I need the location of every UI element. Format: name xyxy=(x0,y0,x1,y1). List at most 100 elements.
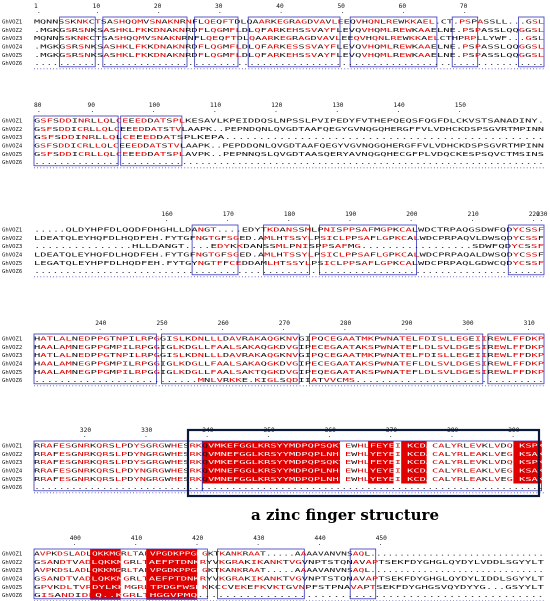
ruler-tick: . xyxy=(471,216,475,223)
ruler-tick: . xyxy=(213,107,217,114)
ruler-tick: . xyxy=(279,8,283,15)
sequence-name: GhVOZ2 xyxy=(2,28,22,34)
ruler-label: 120 xyxy=(271,102,282,109)
ruler-tick: . xyxy=(343,325,347,332)
sequence-name: GhVOZ5 xyxy=(2,152,22,158)
similarity-frame xyxy=(507,224,545,276)
ruler-label: 140 xyxy=(394,102,405,109)
ruler-label: 40 xyxy=(276,3,284,10)
similarity-frame xyxy=(59,16,96,68)
similarity-frame xyxy=(161,333,300,385)
ruler-tick: . xyxy=(287,216,291,223)
ruler-tick: . xyxy=(165,216,169,223)
ruler-tick: . xyxy=(282,325,286,332)
ruler-tick: . xyxy=(83,432,87,439)
sequence-name: GhVOZ5 xyxy=(2,53,22,59)
ruler-label: 100 xyxy=(149,102,160,109)
ruler-tick: . xyxy=(267,432,271,439)
alignment-block: 160.170.180.190.200.210.220.230.GhVOZ1..… xyxy=(2,211,548,278)
similarity-frame xyxy=(102,16,188,68)
ruler-tick: . xyxy=(96,8,100,15)
ruler-label: 240 xyxy=(95,320,106,327)
sequence-name: GhVOZ4 xyxy=(2,144,23,150)
sequence-name: GhVOZ5 xyxy=(2,585,22,591)
ruler-label: 1 xyxy=(34,3,38,10)
ruler-label: 160 xyxy=(162,211,173,218)
similarity-frame xyxy=(201,440,542,492)
ruler-tick: . xyxy=(335,107,339,114)
ruler-label: 130 xyxy=(332,102,343,109)
ruler-label: 10 xyxy=(93,3,101,10)
sequence-name: GhVOZ6 xyxy=(2,485,22,491)
similarity-frame xyxy=(33,548,208,600)
sequence-residues: ........................................… xyxy=(34,160,544,166)
sequence-name: GhVOZ3 xyxy=(2,135,22,141)
ruler-label: 270 xyxy=(279,320,290,327)
similarity-frame xyxy=(319,224,417,276)
ruler-label: 410 xyxy=(131,535,142,542)
ruler-label: 190 xyxy=(345,211,356,218)
conserved-region xyxy=(202,441,340,484)
similarity-frame xyxy=(194,16,239,68)
ruler-tick: . xyxy=(144,432,148,439)
alignment-block: 400.410.420.430.440.450.GhVOZ1 A V P K D S L A D L… xyxy=(2,535,545,601)
similarity-frame xyxy=(308,333,484,385)
ruler-tick: . xyxy=(328,432,332,439)
ruler-tick: . xyxy=(340,8,344,15)
sequence-residues: ........................................… xyxy=(34,269,544,275)
sequence-name: GhVOZ6 xyxy=(2,593,22,599)
ruler-tick: . xyxy=(205,432,209,439)
sequence-name: GhVOZ1 xyxy=(2,228,22,234)
ruler-tick: . xyxy=(157,8,161,15)
sequence-name: GhVOZ4 xyxy=(2,45,23,51)
sequence-name: GhVOZ3 xyxy=(2,244,22,250)
ruler-tick: . xyxy=(511,432,515,439)
conserved-region xyxy=(90,549,121,600)
ruler-label: 430 xyxy=(253,535,264,542)
ruler-label: 260 xyxy=(218,320,229,327)
ruler-tick: . xyxy=(402,8,406,15)
sequence-name: GhVOZ6 xyxy=(2,61,22,67)
conserved-region xyxy=(513,441,542,484)
ruler-label: 110 xyxy=(210,102,221,109)
ruler-label: 200 xyxy=(406,211,417,218)
ruler-label: 180 xyxy=(284,211,295,218)
similarity-frame xyxy=(349,16,438,68)
similarity-frame xyxy=(247,16,341,68)
ruler-tick: . xyxy=(318,540,322,547)
ruler-tick: . xyxy=(218,8,222,15)
ruler-label: 20 xyxy=(154,3,162,10)
ruler-label: 420 xyxy=(192,535,203,542)
ruler-tick: . xyxy=(274,107,278,114)
ruler-tick: . xyxy=(404,325,408,332)
ruler-label: 70 xyxy=(460,3,468,10)
ruler-tick: . xyxy=(450,432,454,439)
similarity-frame xyxy=(33,333,157,385)
ruler-tick: . xyxy=(463,8,467,15)
sequence-name: GhVOZ3 xyxy=(2,353,22,359)
sequence-name: GhVOZ2 xyxy=(2,345,22,351)
alignment-block: 80.90.100.110.120.130.140.150.GhVOZ1 G S F S… xyxy=(2,102,544,169)
sequence-name: GhVOZ4 xyxy=(2,577,23,583)
similarity-frame xyxy=(217,548,305,600)
ruler-tick: . xyxy=(226,216,230,223)
ruler-tick: . xyxy=(379,540,383,547)
ruler-label: 50 xyxy=(337,3,345,10)
